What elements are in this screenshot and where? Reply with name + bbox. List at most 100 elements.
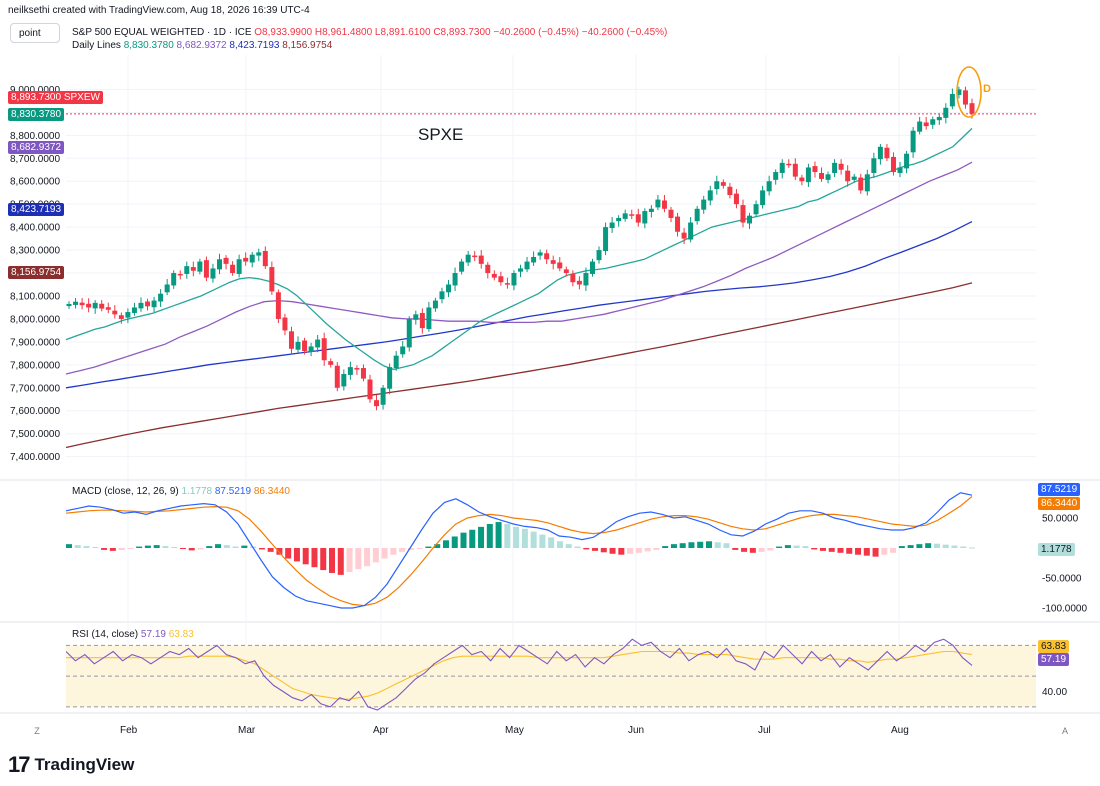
macd-histogram-bar <box>320 548 327 571</box>
macd-histogram-bar <box>705 541 712 548</box>
ma-legend-label[interactable]: Daily Lines <box>72 40 121 51</box>
x-tick-label: Mar <box>238 725 256 736</box>
candle-body <box>334 365 340 388</box>
macd-histogram-bar <box>399 548 406 552</box>
candle-body <box>105 307 111 310</box>
candle-body <box>439 291 445 300</box>
candle-body <box>616 217 622 222</box>
y-tick-label: 7,600.0000 <box>10 406 60 417</box>
candle-body <box>838 163 844 170</box>
candle-body <box>354 368 360 370</box>
macd-hist-tag: 1.1778 <box>1038 543 1075 556</box>
candle-body <box>845 170 851 182</box>
y-tick-label: 7,500.0000 <box>10 429 60 440</box>
macd-signal-tag: 86.3440 <box>1038 497 1081 510</box>
macd-histogram-bar <box>188 548 195 551</box>
candle-body <box>118 315 124 319</box>
candle-body <box>374 400 380 407</box>
candle-body <box>432 300 438 309</box>
macd-histogram-bar <box>215 544 222 548</box>
y-tick-label: 8,800.0000 <box>10 131 60 142</box>
ma100-value: 8,423.7193 <box>229 40 280 51</box>
macd-signal-line <box>65 495 973 607</box>
rsi-legend: RSI (14, close) 57.19 63.83 <box>72 629 194 640</box>
candle-body <box>819 172 824 179</box>
candle-body <box>308 346 314 352</box>
candle-body <box>890 156 896 173</box>
candle-body <box>766 181 772 192</box>
candle-body <box>262 251 268 267</box>
candle-body <box>171 273 177 286</box>
candle-body <box>511 273 517 286</box>
macd-histogram-bar <box>486 524 493 548</box>
candle-body <box>184 266 190 274</box>
candle-body <box>210 268 216 279</box>
candle-body <box>328 361 334 365</box>
zoom-corner-left[interactable]: Z <box>34 726 40 736</box>
macd-histogram-bar <box>451 536 458 548</box>
candle-body <box>904 153 910 169</box>
ma20-price-tag: 8,830.3780 <box>8 108 65 121</box>
y-tick-label: 8,600.0000 <box>10 177 60 188</box>
rsi-tag: 57.19 <box>1038 653 1070 666</box>
candle-body <box>315 339 321 348</box>
ma100-price-tag: 8,423.7193 <box>8 203 65 216</box>
macd-histogram-bar <box>872 548 879 557</box>
macd-histogram-bar <box>819 548 826 551</box>
cursor-tool-button[interactable]: point <box>10 23 60 43</box>
macd-histogram-bar <box>618 548 625 555</box>
tradingview-logo-icon: 17 <box>8 752 31 777</box>
candle-body <box>269 267 275 292</box>
rsi-legend-label[interactable]: RSI (14, close) <box>72 629 139 640</box>
candle-body <box>858 177 864 191</box>
macd-histogram-bar <box>293 548 300 562</box>
candle-body <box>570 273 576 283</box>
macd-histogram-bar <box>83 546 90 548</box>
candle-body <box>642 211 648 224</box>
x-tick-label: Aug <box>891 725 909 736</box>
candle-body <box>518 268 523 272</box>
macd-histogram-bar <box>670 544 677 548</box>
candle-body <box>714 181 720 190</box>
candle-body <box>524 261 530 270</box>
ma50-line <box>65 161 973 375</box>
candle-body <box>681 232 687 239</box>
macd-hist-value: 1.1778 <box>181 486 213 497</box>
auto-scale-corner[interactable]: A <box>1061 726 1068 736</box>
macd-histogram-bar <box>548 537 555 548</box>
macd-histogram-bar <box>933 543 940 548</box>
macd-histogram-bar <box>793 545 800 548</box>
macd-histogram-bar <box>171 547 178 549</box>
macd-histogram-bar <box>600 548 607 553</box>
macd-histogram-bar <box>74 545 81 548</box>
candle-body <box>79 302 85 306</box>
tradingview-brand-name: TradingView <box>34 755 135 774</box>
macd-histogram-bar <box>907 545 914 548</box>
macd-axis-label: -100.0000 <box>1042 604 1087 615</box>
macd-histogram-bar <box>144 545 151 548</box>
candle-body <box>145 301 151 307</box>
candle-body <box>478 255 484 264</box>
candle-body <box>275 292 281 319</box>
candle-body <box>367 379 373 400</box>
macd-histogram-bar <box>635 548 642 553</box>
candle-body <box>694 208 700 222</box>
moving-averages-legend: Daily Lines 8,830.3780 8,682.9372 8,423.… <box>72 40 332 51</box>
candle-body <box>321 338 327 361</box>
candle-body <box>792 163 798 177</box>
symbol-title[interactable]: S&P 500 EQUAL WEIGHTED · 1D · ICE <box>72 27 252 38</box>
candle-body <box>491 273 497 278</box>
macd-histogram-bar <box>136 546 143 548</box>
candle-body <box>720 182 726 186</box>
macd-histogram-bar <box>66 544 72 548</box>
candle-body <box>773 172 779 180</box>
y-tick-label: 8,300.0000 <box>10 246 60 257</box>
candle-body <box>557 262 563 269</box>
ma50-value: 8,682.9372 <box>176 40 227 51</box>
candle-body <box>86 303 92 308</box>
candle-body <box>452 273 458 286</box>
macd-legend-label[interactable]: MACD (close, 12, 26, 9) <box>72 486 179 497</box>
indicator-lines <box>65 127 973 449</box>
macd-histogram-bar <box>644 548 651 552</box>
